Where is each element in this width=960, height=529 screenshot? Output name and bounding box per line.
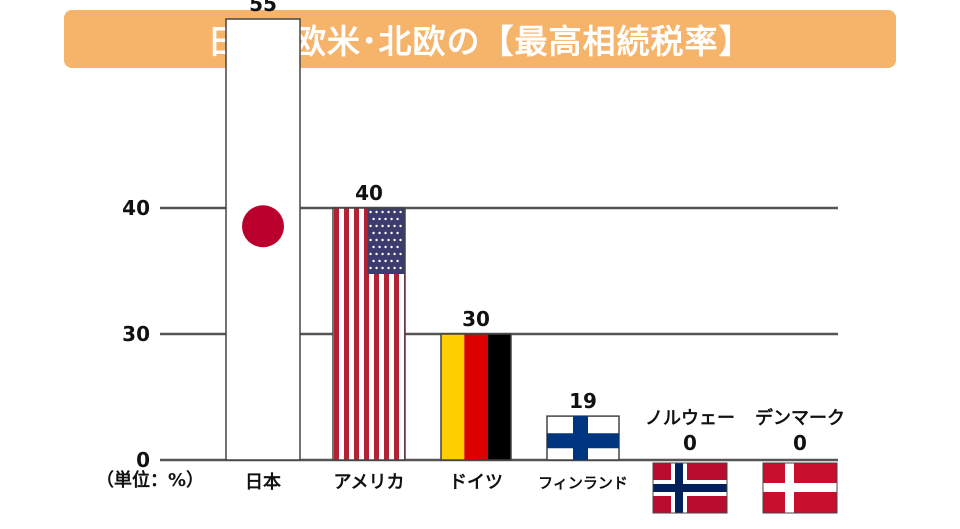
usa-flag-star: [387, 266, 390, 270]
germany-flag-black: [487, 334, 511, 460]
category-label: ドイツ: [449, 472, 503, 493]
usa-flag-star: [387, 210, 390, 214]
bar-japan-flag: [225, 18, 301, 461]
finland-flag-horizontal: [547, 433, 619, 449]
bar-usa-flag: [332, 207, 406, 461]
usa-flag-star: [378, 245, 381, 249]
usa-flag-star: [378, 259, 381, 263]
usa-flag-stripe: [374, 208, 379, 460]
germany-flag-gold: [441, 334, 465, 460]
data-label: 19: [569, 389, 597, 413]
y-tick-label: 0: [136, 448, 150, 472]
bar-denmark-flag: [762, 462, 838, 514]
data-label: 0: [683, 431, 697, 455]
usa-flag-star: [369, 210, 372, 214]
usa-flag-star: [393, 210, 396, 214]
usa-flag-star: [387, 238, 390, 242]
usa-flag-border: [332, 207, 406, 461]
category-labels: 日本 アメリカ ドイツ フィンランド ノルウェー デンマーク: [245, 407, 845, 493]
usa-flag-star: [381, 252, 384, 256]
usa-flag-star: [387, 252, 390, 256]
data-label: 55: [249, 0, 277, 16]
usa-flag-star: [384, 231, 387, 235]
usa-flag-star: [399, 224, 402, 228]
japan-flag-sun: [242, 205, 284, 248]
data-labels: 55 40 30 19 0 0: [249, 0, 807, 455]
y-tick-label: 40: [122, 196, 150, 220]
usa-flag-star: [390, 245, 393, 249]
usa-flag-star: [369, 252, 372, 256]
usa-flag-star: [378, 217, 381, 221]
usa-flag-star: [390, 231, 393, 235]
usa-flag-star: [384, 245, 387, 249]
usa-flag-star: [381, 238, 384, 242]
usa-flag-star: [393, 266, 396, 270]
usa-flag-star: [369, 266, 372, 270]
usa-flag-stripe: [334, 208, 339, 460]
bars: [225, 18, 838, 514]
norway-flag-blue-h: [653, 484, 727, 492]
bar-germany-flag: [440, 333, 512, 461]
usa-flag-star: [372, 245, 375, 249]
usa-flag-star: [375, 238, 378, 242]
unit-label: （単位：%）: [96, 469, 204, 491]
usa-flag-star: [393, 224, 396, 228]
bar-norway-flag: [652, 462, 728, 514]
usa-flag-star: [396, 259, 399, 263]
usa-flag-star: [399, 266, 402, 270]
data-label: 30: [462, 307, 490, 331]
category-label: 日本: [245, 471, 281, 493]
usa-flag-star: [381, 210, 384, 214]
usa-flag-star: [393, 238, 396, 242]
usa-flag-star: [396, 217, 399, 221]
usa-flag-stripe: [364, 208, 369, 460]
bar-finland-flag: [546, 415, 620, 461]
y-tick-label: 30: [122, 322, 150, 346]
germany-flag-red: [464, 334, 488, 460]
usa-flag-star: [375, 210, 378, 214]
category-label: アメリカ: [333, 472, 404, 493]
data-label: 0: [793, 431, 807, 455]
usa-flag-star: [372, 231, 375, 235]
usa-flag-star: [384, 259, 387, 263]
y-axis-tick-labels: 0 30 40: [122, 196, 150, 472]
category-label: フィンランド: [538, 474, 628, 492]
usa-flag-star: [390, 259, 393, 263]
usa-flag-star: [375, 252, 378, 256]
usa-flag-stripe: [384, 208, 389, 460]
denmark-flag-border: [762, 462, 838, 514]
japan-flag-bg: [225, 18, 301, 461]
category-label: デンマーク: [755, 407, 845, 429]
usa-flag: [333, 208, 405, 460]
category-label: ノルウェー: [645, 408, 735, 429]
usa-flag-star: [390, 217, 393, 221]
usa-flag-star: [399, 210, 402, 214]
usa-flag-star: [399, 238, 402, 242]
usa-flag-star: [369, 238, 372, 242]
data-label: 40: [355, 181, 383, 205]
usa-flag-stripe: [394, 208, 399, 460]
chart-title: 日本･欧米･北欧の【最高相続税率】: [64, 10, 896, 68]
usa-flag-star: [381, 224, 384, 228]
usa-flag-star: [372, 259, 375, 263]
denmark-flag-cross-h: [763, 483, 837, 492]
usa-flag-star: [375, 266, 378, 270]
usa-flag-star: [378, 231, 381, 235]
usa-flag-star: [381, 266, 384, 270]
usa-flag-stripe: [344, 208, 349, 460]
usa-flag-star: [384, 217, 387, 221]
usa-flag-star: [399, 252, 402, 256]
usa-flag-star: [369, 224, 372, 228]
usa-flag-stripe: [354, 208, 359, 460]
usa-flag-star: [372, 217, 375, 221]
usa-flag-star: [396, 231, 399, 235]
usa-flag-star: [375, 224, 378, 228]
norway-flag-border: [652, 462, 728, 514]
usa-flag-star: [393, 252, 396, 256]
usa-flag-star: [387, 224, 390, 228]
usa-flag-star: [396, 245, 399, 249]
germany-flag-border: [440, 333, 512, 461]
